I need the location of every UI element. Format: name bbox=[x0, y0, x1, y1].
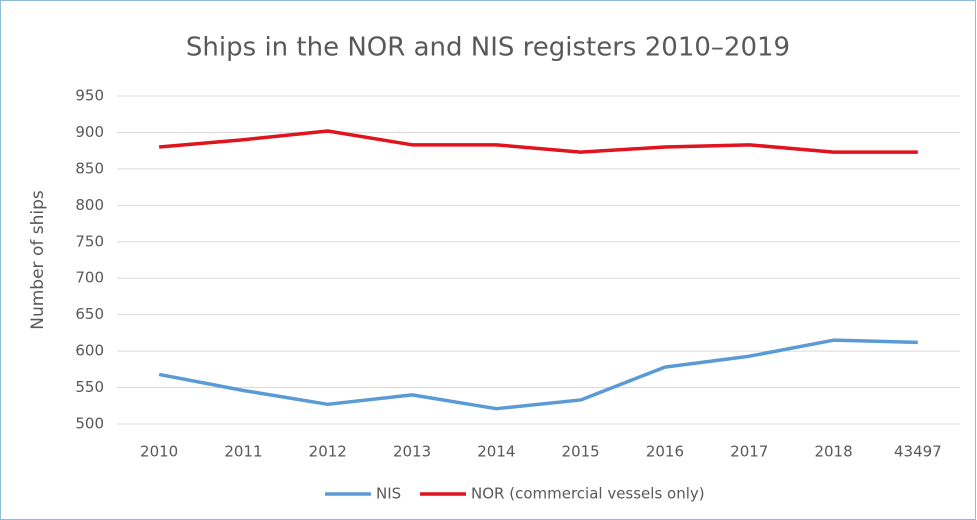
y-tick-label: 700 bbox=[75, 269, 104, 287]
y-tick-label: 750 bbox=[75, 232, 104, 250]
legend-label: NIS bbox=[376, 485, 401, 503]
series-line bbox=[158, 129, 918, 154]
x-tick-label: 2016 bbox=[646, 443, 684, 461]
chart-title: Ships in the NOR and NIS registers 2010–… bbox=[186, 33, 790, 63]
x-tick-label: 2013 bbox=[393, 443, 431, 461]
y-tick-label: 900 bbox=[75, 123, 104, 141]
y-tick-label: 600 bbox=[75, 342, 104, 360]
y-tick-label: 800 bbox=[75, 196, 104, 214]
x-tick-label: 2015 bbox=[562, 443, 600, 461]
x-tick-label: 2011 bbox=[224, 443, 262, 461]
y-tick-label: 650 bbox=[75, 305, 104, 323]
legend-label: NOR (commercial vessels only) bbox=[471, 485, 705, 503]
x-tick-label: 2017 bbox=[730, 443, 768, 461]
x-tick-label: 2018 bbox=[814, 443, 852, 461]
y-tick-label: 950 bbox=[75, 87, 104, 105]
x-tick-label: 43497 bbox=[894, 443, 942, 461]
x-tick-label: 2010 bbox=[140, 443, 178, 461]
y-tick-label: 550 bbox=[75, 378, 104, 396]
series-line bbox=[158, 338, 918, 411]
y-tick-label: 850 bbox=[75, 159, 104, 177]
x-tick-label: 2012 bbox=[309, 443, 347, 461]
y-axis-title: Number of ships bbox=[28, 190, 48, 330]
y-tick-label: 500 bbox=[75, 415, 104, 433]
x-tick-label: 2014 bbox=[477, 443, 515, 461]
